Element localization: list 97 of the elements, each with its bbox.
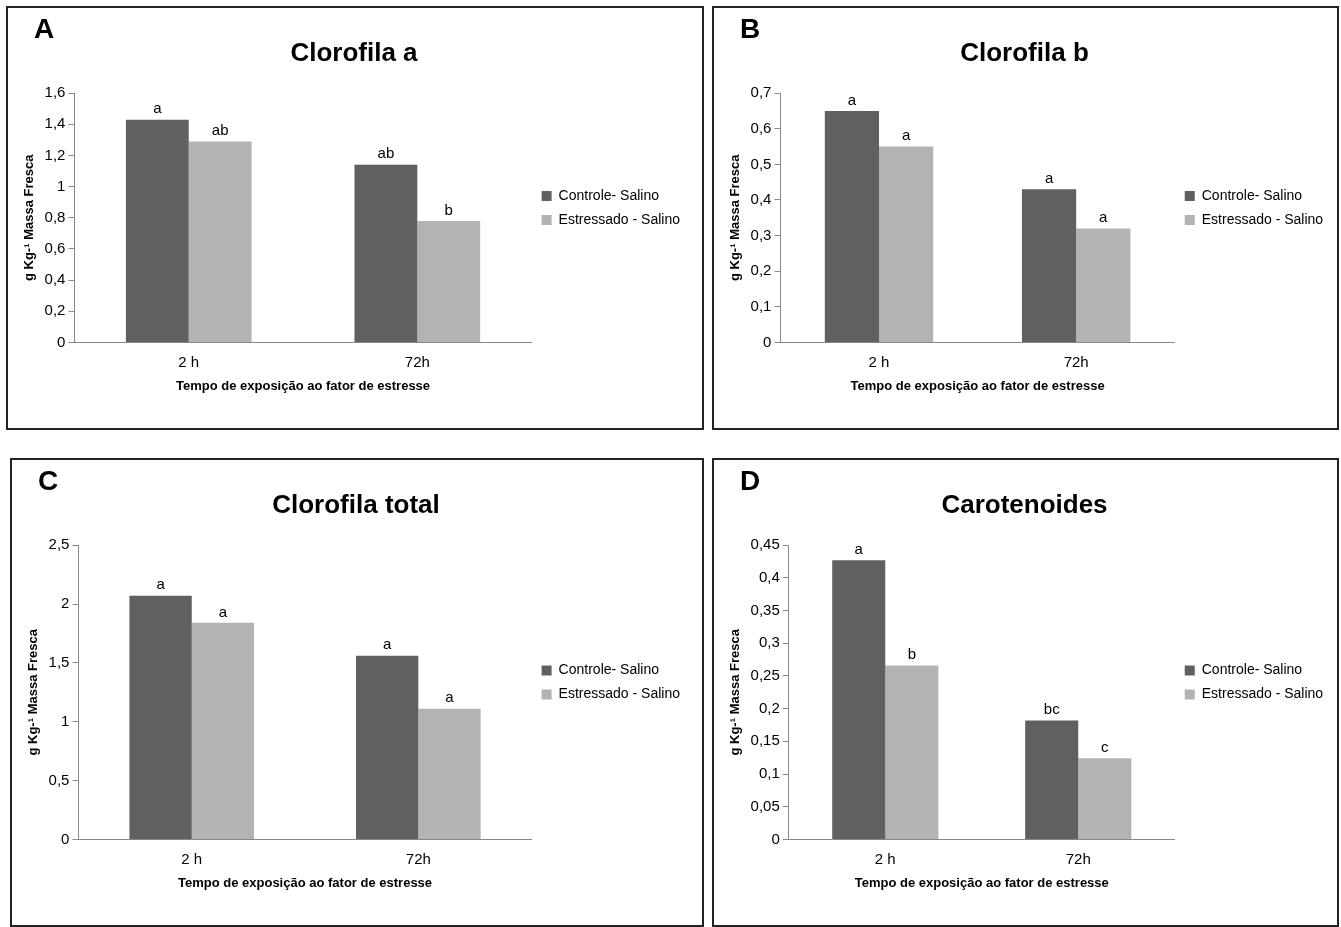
annotation: a	[1044, 168, 1054, 186]
annotation: c	[1101, 737, 1110, 755]
annotation: a	[218, 602, 228, 620]
y-tick-label: 0,2	[750, 261, 772, 279]
bar	[417, 220, 481, 342]
annotation: a	[382, 635, 392, 653]
bar	[1021, 189, 1077, 342]
y-tick-label: 1,2	[44, 145, 66, 163]
y-tick-label: 0,05	[750, 796, 780, 814]
y-tick-label: 2,5	[48, 535, 70, 553]
annotation: a	[1099, 208, 1109, 226]
chart-title: Clorofila b	[960, 36, 1089, 67]
bar	[356, 655, 419, 839]
x-tick-label: 2 h	[874, 849, 896, 867]
chart-title: Carotenoides	[941, 488, 1108, 519]
y-tick-label: 1,6	[44, 83, 66, 101]
y-tick-label: 0,6	[44, 239, 66, 257]
bar	[129, 595, 192, 839]
x-tick-label: 2 h	[868, 352, 890, 370]
y-tick-label: 2	[61, 594, 70, 612]
bar	[354, 164, 418, 342]
x-tick-label: 72h	[405, 849, 431, 867]
y-tick-label: 0,45	[750, 535, 780, 553]
x-tick-label: 2 h	[178, 352, 200, 370]
y-tick-label: 0	[61, 829, 70, 847]
y-tick-label: 0,6	[750, 118, 772, 136]
y-tick-label: 1	[57, 176, 66, 194]
y-tick-label: 0,35	[750, 600, 780, 618]
annotation: b	[907, 645, 916, 663]
legend-label: Controle- Salino	[558, 186, 660, 203]
y-axis-title: g Kg-¹ Massa Fresca	[727, 153, 743, 282]
y-axis-title: g Kg-¹ Massa Fresca	[727, 628, 743, 756]
y-tick-label: 0	[771, 829, 780, 847]
y-tick-label: 0,5	[750, 154, 772, 172]
y-tick-label: 0,15	[750, 731, 780, 749]
y-tick-label: 0,25	[750, 666, 780, 684]
y-tick-label: 0,3	[750, 225, 772, 243]
chart-title: Clorofila a	[290, 36, 419, 67]
y-tick-label: 0,1	[750, 296, 772, 314]
y-tick-label: 0,5	[48, 770, 70, 788]
text: B	[740, 12, 761, 44]
bar	[879, 146, 934, 342]
legend-label: Controle- Salino	[1201, 661, 1303, 678]
bar	[1076, 228, 1131, 342]
legend-label: Estressado - Salino	[1201, 210, 1324, 227]
text: D	[740, 464, 761, 496]
x-tick-label: 2 h	[181, 849, 203, 867]
x-tick-label: 72h	[404, 352, 430, 370]
x-tick-label: 72h	[1065, 849, 1091, 867]
y-tick-label: 0,8	[44, 207, 66, 225]
bar	[824, 111, 880, 342]
y-axis-title: g Kg-¹ Massa Fresca	[21, 153, 37, 282]
y-tick-label: 0,1	[758, 764, 780, 782]
y-tick-label: 0,3	[758, 633, 780, 651]
annotation: a	[847, 90, 857, 108]
y-tick-label: 0,2	[758, 698, 780, 716]
x-axis-title: Tempo de exposição ao fator de estresse	[177, 874, 433, 890]
y-tick-label: 1,4	[44, 114, 66, 132]
y-tick-label: 0,4	[750, 190, 772, 208]
y-axis-title: g Kg-¹ Massa Fresca	[25, 628, 41, 756]
bar	[1025, 720, 1079, 839]
text: C	[38, 464, 59, 496]
bar	[191, 622, 255, 839]
y-tick-label: 0	[763, 332, 772, 350]
bar	[832, 560, 886, 839]
legend-label: Controle- Salino	[558, 661, 660, 678]
chart-title: Clorofila total	[272, 488, 440, 519]
bar	[188, 141, 252, 342]
annotation: a	[854, 539, 864, 557]
annotation: a	[901, 126, 911, 144]
bar	[125, 119, 189, 342]
y-tick-label: 1,5	[48, 653, 70, 671]
annotation: ab	[211, 121, 229, 139]
legend-label: Controle- Salino	[1201, 186, 1303, 203]
y-tick-label: 1	[61, 711, 70, 729]
x-axis-title: Tempo de exposição ao fator de estresse	[175, 377, 431, 393]
annotation: bc	[1043, 700, 1061, 718]
annotation: ab	[377, 144, 395, 162]
x-axis-title: Tempo de exposição ao fator de estresse	[850, 377, 1105, 393]
legend-label: Estressado - Salino	[558, 685, 681, 702]
legend-label: Estressado - Salino	[1201, 685, 1324, 702]
annotation: a	[445, 688, 455, 706]
text: A	[34, 12, 55, 44]
y-tick-label: 0,4	[44, 270, 66, 288]
annotation: b	[444, 200, 453, 218]
annotation: a	[153, 99, 163, 117]
bar	[885, 665, 939, 839]
bar	[1078, 758, 1132, 839]
y-tick-label: 0,7	[750, 83, 772, 101]
annotation: a	[156, 575, 166, 593]
y-tick-label: 0	[57, 332, 66, 350]
bar	[418, 708, 481, 839]
legend-label: Estressado - Salino	[558, 210, 681, 227]
x-tick-label: 72h	[1063, 352, 1089, 370]
y-tick-label: 0,2	[44, 301, 66, 319]
x-axis-title: Tempo de exposição ao fator de estresse	[854, 874, 1109, 890]
y-tick-label: 0,4	[758, 568, 780, 586]
